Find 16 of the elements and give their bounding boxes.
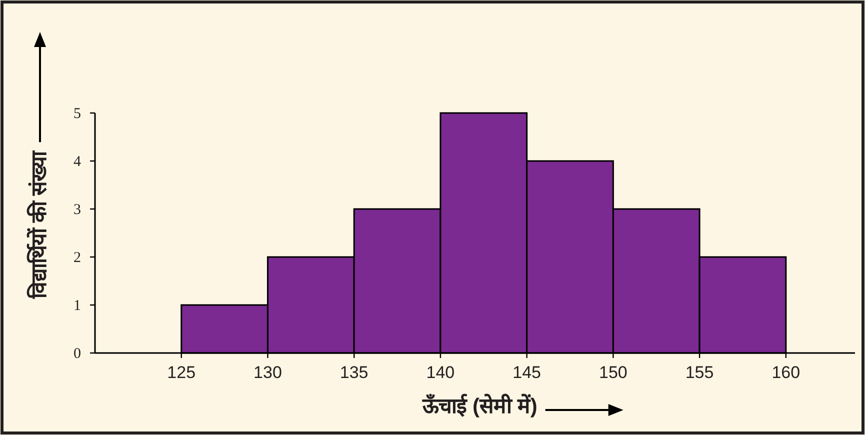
x-tick-label: 155 [685, 363, 714, 382]
x-tick-label: 125 [167, 363, 196, 382]
y-tick-label: 3 [74, 202, 81, 218]
y-tick-label: 5 [74, 106, 81, 122]
x-tick-label: 140 [426, 363, 455, 382]
x-tick-label: 130 [254, 363, 282, 382]
y-tick-label: 1 [74, 298, 81, 314]
y-axis-title: विद्यार्थियों की संख्या [26, 150, 51, 300]
x-axis-title: ऊँचाई (सेमी में) [422, 393, 538, 418]
y-tick-label: 2 [74, 250, 81, 266]
x-tick-label: 160 [772, 363, 800, 382]
y-tick-label: 0 [74, 346, 81, 362]
x-tick-label: 150 [598, 363, 628, 382]
x-tick-label: 145 [512, 363, 542, 382]
x-tick-label: 135 [340, 363, 368, 382]
y-tick-label: 4 [74, 154, 82, 170]
